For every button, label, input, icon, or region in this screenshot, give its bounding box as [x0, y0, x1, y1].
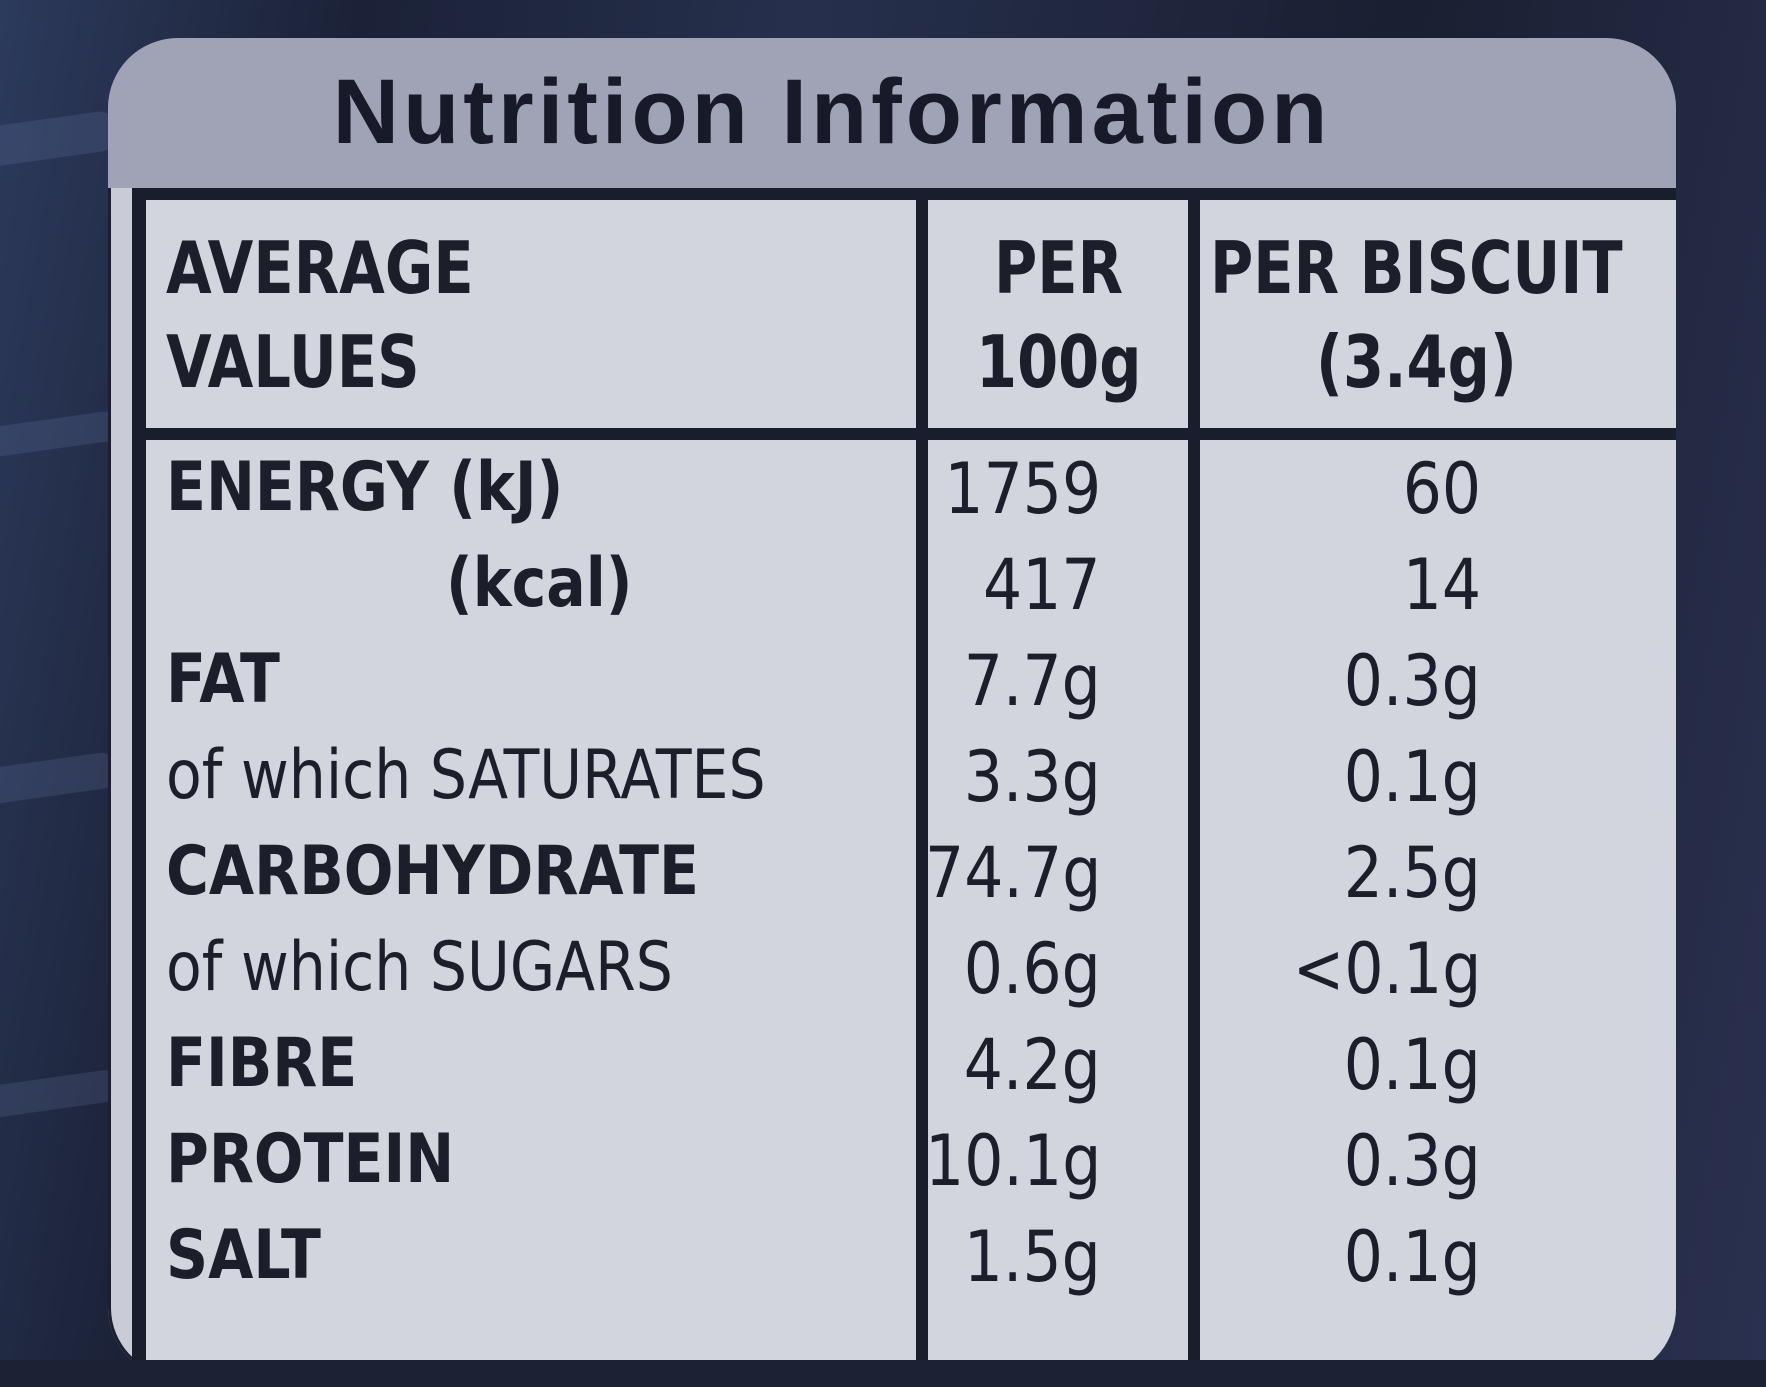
value-per-biscuit: 14 — [1402, 544, 1481, 626]
column-divider — [916, 200, 928, 1378]
value-per-100g: 7.7g — [963, 640, 1101, 722]
header-divider — [146, 428, 1676, 440]
value-per-100g: 4.2g — [963, 1024, 1101, 1106]
value-per-biscuit: 0.1g — [1343, 1024, 1481, 1106]
value-per-biscuit: <0.1g — [1292, 928, 1481, 1010]
header-100g: 100g — [976, 320, 1142, 404]
packaging-edge — [0, 1360, 1766, 1387]
column-divider — [1188, 200, 1200, 1378]
value-per-biscuit: 0.3g — [1343, 640, 1481, 722]
value-per-biscuit: 60 — [1402, 448, 1481, 530]
header-per: PER — [994, 226, 1124, 310]
nutrient-name: CARBOHYDRATE — [166, 832, 699, 911]
header-values: VALUES — [166, 320, 420, 404]
nutrient-name: (kcal) — [446, 544, 633, 623]
nutrient-name: PROTEIN — [166, 1120, 455, 1199]
header-average: AVERAGE — [166, 226, 474, 310]
title-band: Nutrition Information — [108, 38, 1676, 188]
header-biscuit-weight: (3.4g) — [1316, 320, 1517, 404]
nutrition-label: Nutrition Information AVERAGE VALUES PER… — [108, 38, 1676, 1378]
nutrient-name: ENERGY (kJ) — [166, 448, 564, 527]
value-per-biscuit: 0.1g — [1343, 736, 1481, 818]
value-per-100g: 0.6g — [963, 928, 1101, 1010]
nutrient-name: FIBRE — [166, 1024, 358, 1103]
value-per-biscuit: 0.1g — [1343, 1216, 1481, 1298]
packaging-texture — [0, 1068, 122, 1124]
packaging-texture — [0, 109, 123, 171]
nutrition-table: AVERAGE VALUES PER 100g PER BISCUIT (3.4… — [132, 188, 1676, 1378]
nutrient-name: of which SATURATES — [166, 736, 766, 815]
packaging-texture — [0, 750, 122, 806]
nutrient-name: of which SUGARS — [166, 928, 673, 1007]
value-per-100g: 1759 — [944, 448, 1101, 530]
value-per-100g: 74.7g — [924, 832, 1101, 914]
label-title: Nutrition Information — [332, 61, 1332, 163]
value-per-biscuit: 0.3g — [1343, 1120, 1481, 1202]
packaging-texture — [0, 409, 122, 461]
header-per-biscuit: PER BISCUIT — [1210, 226, 1623, 310]
nutrient-name: SALT — [166, 1216, 321, 1295]
nutrient-name: FAT — [166, 640, 280, 719]
value-per-100g: 10.1g — [924, 1120, 1101, 1202]
value-per-biscuit: 2.5g — [1343, 832, 1481, 914]
value-per-100g: 1.5g — [963, 1216, 1101, 1298]
value-per-100g: 3.3g — [963, 736, 1101, 818]
value-per-100g: 417 — [983, 544, 1101, 626]
